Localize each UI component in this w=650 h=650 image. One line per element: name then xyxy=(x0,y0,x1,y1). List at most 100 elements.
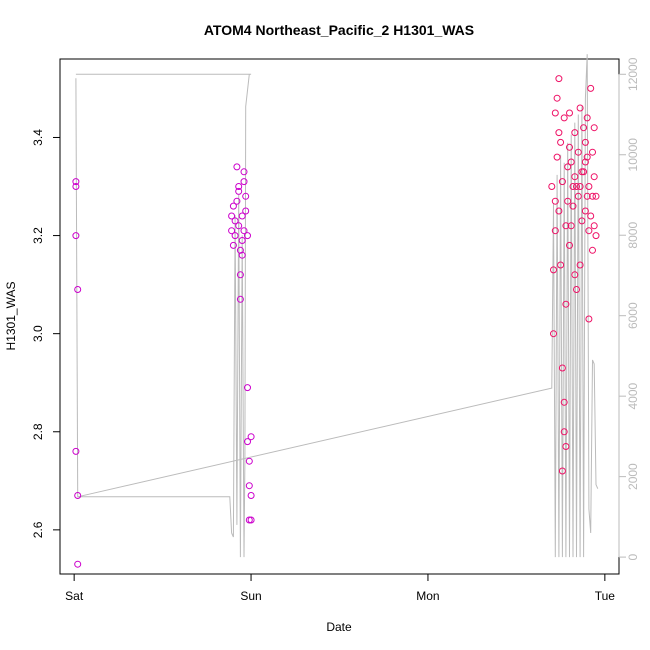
data-point xyxy=(238,237,246,244)
data-point xyxy=(555,207,563,215)
data-point xyxy=(574,192,582,200)
data-point xyxy=(576,104,584,112)
data-point xyxy=(581,158,589,166)
altitude-line xyxy=(75,54,599,558)
data-point xyxy=(578,217,586,225)
data-point xyxy=(238,212,246,220)
data-point xyxy=(72,232,80,240)
data-point xyxy=(72,447,80,455)
data-point xyxy=(569,183,577,190)
data-point xyxy=(581,138,589,146)
y-tick-label: 2.8 xyxy=(31,423,45,440)
y2-tick-label: 6000 xyxy=(626,302,640,329)
y2-tick-label: 8000 xyxy=(626,222,640,249)
data-point xyxy=(551,227,559,235)
data-point xyxy=(562,300,570,308)
y2-tick-label: 4000 xyxy=(626,382,640,409)
data-point xyxy=(557,261,565,269)
data-point xyxy=(583,192,591,200)
data-point xyxy=(550,266,557,274)
data-point xyxy=(566,143,573,151)
data-point xyxy=(553,153,561,161)
data-point xyxy=(569,202,577,210)
data-point xyxy=(564,163,572,171)
data-point xyxy=(240,227,248,235)
data-point xyxy=(590,173,598,181)
data-point xyxy=(551,109,559,117)
data-point xyxy=(574,148,582,156)
data-point xyxy=(566,241,573,249)
data-point xyxy=(566,109,573,117)
data-point xyxy=(72,178,80,186)
data-point xyxy=(587,212,595,220)
data-point xyxy=(244,384,251,392)
data-point xyxy=(592,192,600,200)
data-point xyxy=(590,124,598,132)
data-point xyxy=(245,457,253,465)
data-point xyxy=(571,271,579,279)
data-point xyxy=(571,173,579,181)
data-point xyxy=(242,207,250,215)
y2-tick-label: 2000 xyxy=(626,463,640,490)
data-point xyxy=(229,202,237,210)
y-tick-label: 3.4 xyxy=(31,129,45,146)
x-axis-label: Date xyxy=(326,620,352,634)
data-point xyxy=(580,124,588,132)
data-point xyxy=(548,183,556,190)
data-point xyxy=(585,315,593,323)
x-tick-label: Tue xyxy=(595,589,616,603)
data-point xyxy=(560,114,568,122)
data-point xyxy=(592,232,600,240)
data-point xyxy=(589,148,596,156)
data-point xyxy=(576,183,584,190)
y2-tick-label: 12000 xyxy=(626,57,640,91)
data-point xyxy=(560,398,568,406)
data-point xyxy=(583,114,591,122)
data-point xyxy=(236,295,244,303)
data-point xyxy=(573,286,580,293)
data-point xyxy=(231,232,239,240)
x-tick-label: Sun xyxy=(240,589,261,603)
data-point xyxy=(558,467,566,475)
data-point xyxy=(580,168,588,176)
data-point xyxy=(240,168,248,176)
data-point xyxy=(573,183,580,190)
y2-tick-label: 10000 xyxy=(626,138,640,172)
data-point xyxy=(228,227,236,235)
data-point xyxy=(550,330,557,338)
y-tick-label: 2.6 xyxy=(31,521,45,538)
data-point xyxy=(236,271,244,279)
data-point xyxy=(571,129,579,137)
y-tick-label: 3.0 xyxy=(31,325,45,342)
data-point xyxy=(238,251,246,259)
data-point xyxy=(245,482,253,490)
data-point xyxy=(587,84,595,92)
data-point xyxy=(576,261,584,269)
y-axis-label: H1301_WAS xyxy=(4,282,18,351)
data-point xyxy=(233,197,241,205)
data-point xyxy=(558,178,566,186)
data-point xyxy=(567,158,575,166)
data-point xyxy=(231,217,239,225)
data-point xyxy=(247,433,255,441)
y2-axis: 0 2000 4000 6000 8000 10000 12000 xyxy=(618,57,640,560)
data-point xyxy=(581,207,589,215)
chart-title: ATOM4 Northeast_Pacific_2 H1301_WAS xyxy=(204,22,474,38)
data-point xyxy=(244,232,251,240)
data-point xyxy=(585,183,593,190)
data-point xyxy=(558,364,566,372)
data-point xyxy=(555,75,563,83)
x-tick-label: Sat xyxy=(65,589,84,603)
data-point xyxy=(589,246,596,254)
data-point xyxy=(590,222,598,230)
x-axis: Sat Sun Mon Tue xyxy=(65,573,616,603)
data-point xyxy=(244,438,251,446)
data-point xyxy=(589,192,596,200)
data-point xyxy=(229,241,237,249)
data-point xyxy=(551,197,559,205)
data-point xyxy=(74,492,82,499)
data-point xyxy=(557,138,565,146)
data-point xyxy=(235,222,243,230)
data-point xyxy=(235,187,243,195)
